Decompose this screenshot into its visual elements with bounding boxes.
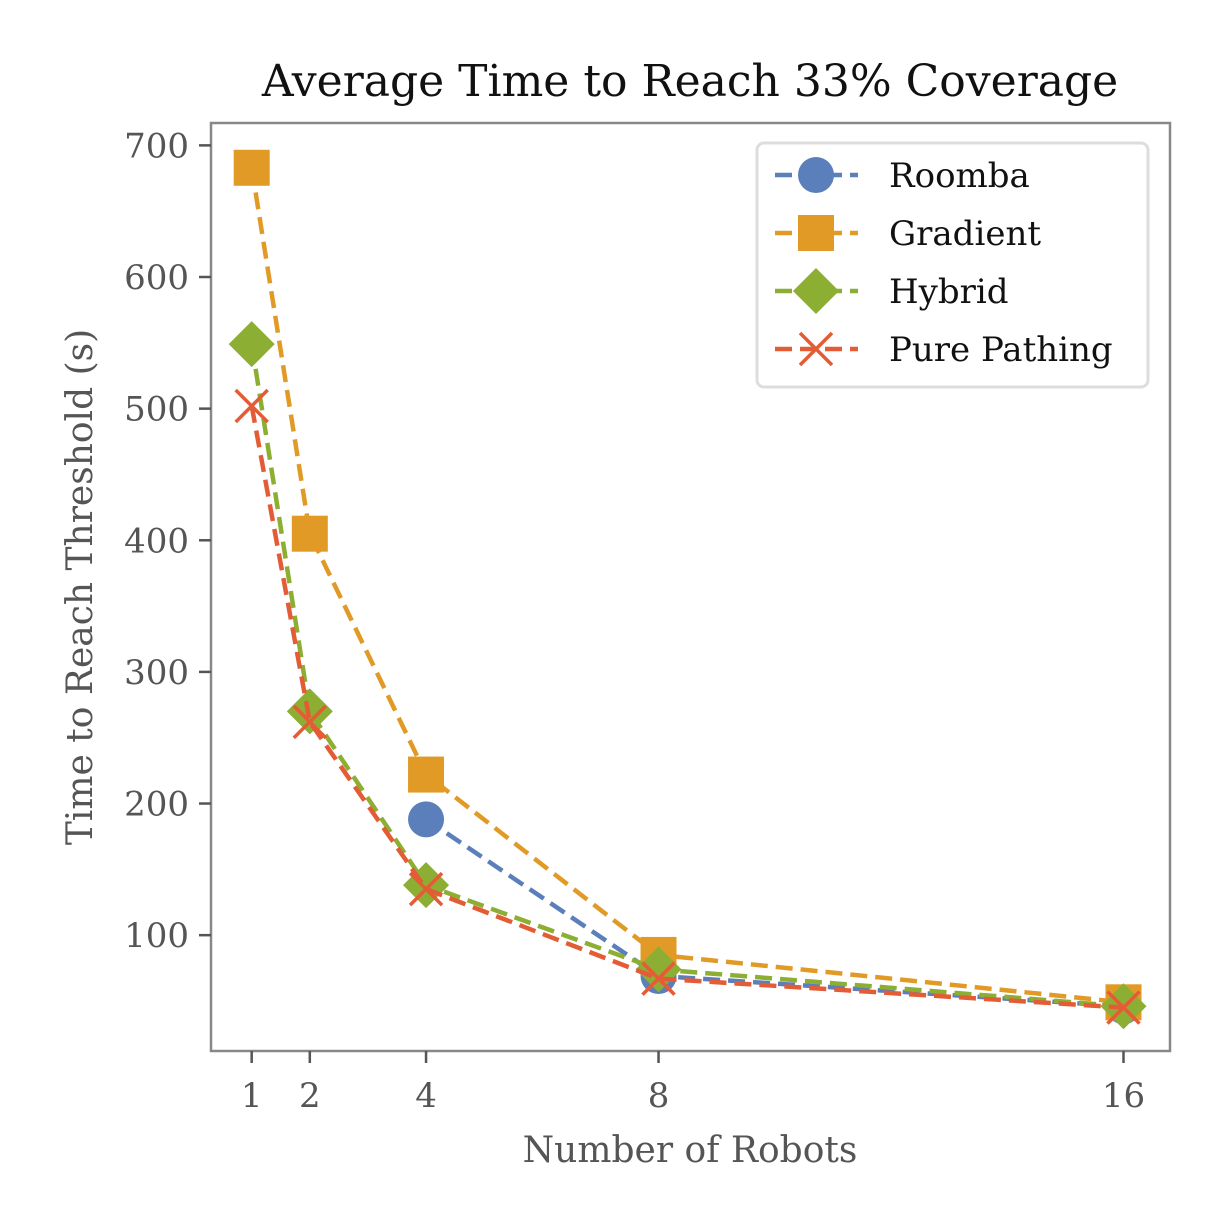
- y-axis-label: Time to Reach Threshold (s): [60, 329, 101, 845]
- y-tick-label: 600: [124, 258, 189, 298]
- data-point-3: [292, 704, 328, 740]
- legend-box: [755, 141, 1150, 389]
- y-tick-label: 400: [124, 521, 189, 561]
- data-point-2: [403, 862, 450, 909]
- data-point-3: [1106, 990, 1141, 1025]
- y-tick-label: 300: [124, 653, 189, 693]
- data-point-3: [234, 388, 269, 424]
- series-line-0: [424, 817, 1124, 1009]
- x-tick-label: 1: [241, 1076, 263, 1116]
- y-tick-label: 100: [124, 916, 189, 956]
- legend: Roomba Gradient Hybrid Pure Pathing: [755, 141, 1150, 389]
- legend-marker: [793, 268, 839, 314]
- plot-area: 100 200 300 400 500 600 700 1 2 4 8 16: [124, 121, 1172, 1116]
- data-point-1: [291, 515, 328, 552]
- data-point-3: [641, 961, 676, 996]
- y-tick-label: 700: [124, 126, 189, 166]
- x-tick-label: 2: [299, 1076, 321, 1116]
- x-axis-label: Number of Robots: [523, 1130, 858, 1171]
- x-tick-label: 16: [1102, 1076, 1145, 1116]
- y-tick-label: 500: [124, 390, 189, 430]
- series-line-3: [249, 405, 1124, 1010]
- plot-frame: [209, 121, 1172, 1053]
- data-point-1: [233, 149, 270, 186]
- legend-marker: [798, 157, 834, 193]
- data-point-2: [228, 321, 275, 368]
- legend-label: Hybrid: [889, 272, 1009, 312]
- legend-marker: [798, 331, 834, 367]
- legend-label: Roomba: [889, 156, 1030, 196]
- y-tick-label: 200: [124, 785, 189, 825]
- series-line-2: [249, 343, 1124, 1009]
- x-tick-label: 8: [648, 1076, 670, 1116]
- x-tick-label: 4: [415, 1076, 437, 1116]
- data-point-3: [408, 871, 444, 907]
- legend-marker: [798, 215, 834, 251]
- legend-label: Pure Pathing: [889, 330, 1113, 370]
- data-point-0: [408, 801, 445, 838]
- data-point-1: [408, 756, 445, 793]
- chart-title: Average Time to Reach 33% Coverage: [261, 56, 1118, 107]
- legend-label: Gradient: [889, 214, 1041, 254]
